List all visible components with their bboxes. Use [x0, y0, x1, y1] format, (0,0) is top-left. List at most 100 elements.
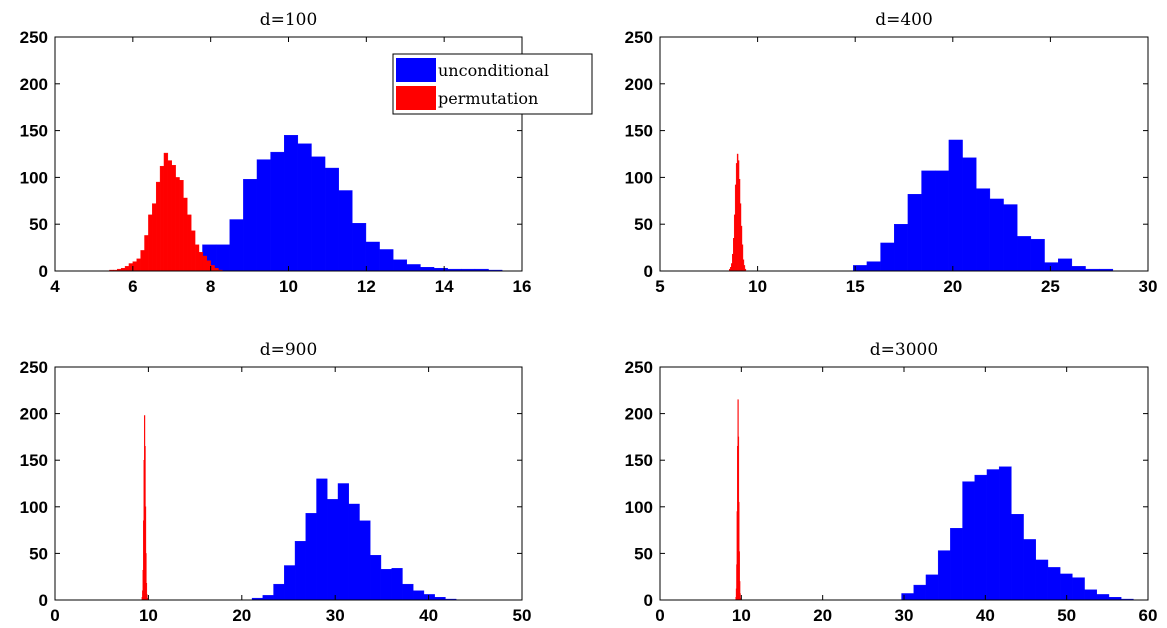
- histogram-bar: [894, 223, 909, 272]
- histogram-bar: [229, 219, 244, 272]
- histogram-bar: [159, 165, 165, 272]
- y-tick-label: 250: [625, 358, 653, 377]
- histogram-bar: [901, 593, 914, 601]
- x-tick-label: 16: [513, 277, 532, 296]
- histogram-bar: [948, 139, 963, 272]
- axes-frame: [54, 366, 523, 601]
- histogram-bar: [380, 569, 392, 601]
- legend-swatch: [396, 58, 436, 82]
- histogram-bar: [198, 252, 204, 272]
- y-tick-label: 250: [625, 28, 653, 47]
- y-tick-label: 200: [625, 405, 653, 424]
- y-tick-label: 100: [20, 168, 48, 187]
- plot-area: [55, 367, 522, 600]
- histogram-bar: [167, 160, 172, 272]
- axes-frame: [659, 36, 1149, 272]
- histogram-bar: [1084, 589, 1097, 601]
- y-tick-label: 50: [634, 215, 653, 234]
- x-tick-label: 14: [435, 277, 454, 296]
- y-tick-label: 50: [29, 215, 48, 234]
- histogram-bar: [1096, 594, 1110, 601]
- histogram-bar: [1047, 567, 1061, 601]
- y-tick-label: 150: [625, 122, 653, 141]
- x-tick-label: 6: [128, 277, 137, 296]
- y-tick-label: 150: [20, 451, 48, 470]
- x-tick-label: 4: [50, 277, 60, 296]
- y-tick-label: 200: [625, 75, 653, 94]
- x-tick-label: 50: [1057, 606, 1076, 625]
- histogram-bar: [370, 555, 382, 601]
- y-tick-label: 100: [625, 498, 653, 517]
- histogram-bar: [305, 513, 317, 601]
- histogram-bar: [1071, 266, 1086, 272]
- histogram-bar: [1023, 539, 1036, 601]
- x-tick-label: 8: [206, 277, 215, 296]
- histogram-bar: [183, 197, 188, 272]
- histogram-bar: [210, 265, 215, 272]
- y-tick-label: 0: [644, 591, 653, 610]
- histogram-bar: [974, 474, 988, 601]
- x-tick-label: 15: [846, 277, 865, 296]
- legend: unconditional permutation: [392, 53, 593, 115]
- legend-swatch: [396, 86, 436, 110]
- histogram-bar: [998, 466, 1012, 601]
- chart-panel-3: 0 10 20 30 40 50 0 50 100 150 200 250 d=900: [20, 340, 532, 625]
- histogram-bar: [273, 583, 285, 601]
- x-tick-label: 50: [513, 606, 532, 625]
- histogram-bar: [155, 181, 161, 272]
- histogram-bar: [925, 574, 939, 601]
- histogram-bar: [1003, 204, 1018, 272]
- histogram-bar: [284, 135, 299, 272]
- histogram-bar: [989, 198, 1004, 272]
- histogram-bar: [243, 179, 258, 272]
- histogram-bar: [171, 165, 176, 272]
- x-tick-label: 40: [976, 606, 995, 625]
- histogram-bar: [406, 264, 421, 272]
- chart-panel-4: 0 10 20 30 40 50 60 0 50 100 150 200 250 d=3000: [625, 340, 1158, 625]
- histogram-bar: [148, 214, 153, 272]
- histogram-bar: [1030, 238, 1045, 272]
- histogram-bar: [1035, 559, 1049, 601]
- legend-label: permutation: [438, 89, 538, 108]
- histogram-bar: [337, 483, 349, 601]
- x-tick-label: 0: [655, 606, 664, 625]
- histogram-bar: [962, 481, 975, 601]
- histogram-bar: [392, 259, 408, 272]
- histogram-bar: [297, 143, 312, 272]
- histogram-bar: [215, 244, 230, 272]
- x-tick-label: 30: [895, 606, 914, 625]
- legend-label: unconditional: [438, 61, 549, 80]
- histogram-bar: [420, 267, 435, 272]
- histogram-bar: [348, 503, 360, 601]
- y-tick-label: 50: [29, 544, 48, 563]
- histogram-bar: [986, 469, 1000, 601]
- series-permutation: [109, 152, 223, 272]
- plot-area: [660, 367, 1148, 600]
- histogram-bar: [1011, 514, 1024, 601]
- histogram-bar: [132, 261, 137, 272]
- y-tick-label: 0: [644, 262, 653, 281]
- histogram-bar: [206, 260, 211, 272]
- histogram-bar: [179, 180, 184, 272]
- histogram-bar: [140, 250, 145, 272]
- x-tick-label: 20: [232, 606, 251, 625]
- x-tick-label: 10: [279, 277, 298, 296]
- series-unconditional: [202, 135, 503, 272]
- x-tick-label: 0: [50, 606, 59, 625]
- chart-title: d=900: [260, 340, 318, 360]
- y-tick-label: 150: [625, 451, 653, 470]
- histogram-bar: [187, 214, 192, 272]
- histogram-bar: [270, 151, 285, 272]
- histogram-bar: [937, 550, 951, 601]
- histogram-bar: [128, 263, 134, 272]
- histogram-bar: [324, 167, 339, 272]
- x-tick-label: 10: [139, 606, 158, 625]
- x-tick-label: 20: [813, 606, 832, 625]
- histogram-bar: [880, 242, 895, 272]
- histogram-bar: [402, 583, 414, 601]
- histogram-bar: [124, 266, 130, 272]
- x-tick-label: 5: [655, 277, 664, 296]
- histogram-bar: [1072, 577, 1085, 601]
- histogram-bar: [284, 565, 296, 601]
